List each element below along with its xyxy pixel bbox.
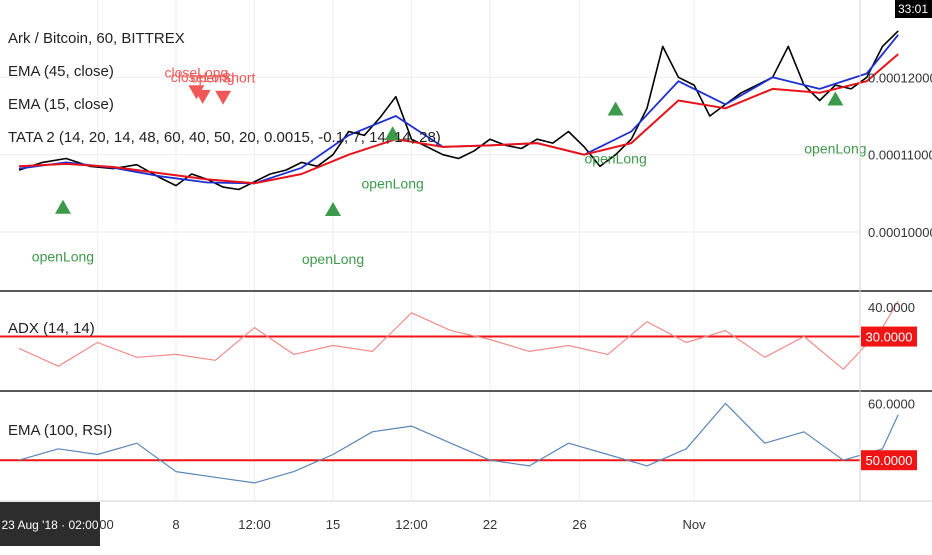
main-legend-entry: EMA (15, close) [8,96,114,113]
signal-label: openLong [302,251,364,267]
price-series-line [18,30,899,191]
main-legend-entry: Ark / Bitcoin, 60, BITTREX [8,30,185,47]
price-axis-tick: 0.00012000 [868,70,932,85]
open-long-marker[interactable] [325,202,341,217]
rsi-axis-tick: 60.0000 [868,396,915,411]
x-axis-tick: 22 [483,517,497,532]
signal-label: closeLong [171,69,235,85]
x-axis-tick: 15 [326,517,340,532]
open-long-marker[interactable] [384,126,401,141]
adx-level-label-box [861,326,917,347]
signal-label: openLong [362,175,424,191]
signal-label: openLong [804,140,866,156]
adx-line [18,300,899,370]
rsi-legend: EMA (100, RSI) [8,422,112,439]
adx-axis-tick: 40.0000 [868,300,915,315]
open-long-marker[interactable] [607,101,624,116]
signal-label: openLong [584,151,646,167]
ema-45-line [18,53,899,185]
clock-badge [895,0,932,18]
ema-15-line [18,34,899,185]
open-long-marker[interactable] [54,199,71,214]
rsi-level-label: 50.0000 [866,453,913,468]
signal-label: openShort [191,70,256,86]
crosshair-time-box [0,502,100,546]
crosshair-time-label: 23 Aug '18 · 02:00 [1,518,98,532]
adx-legend: ADX (14, 14) [8,320,95,337]
adx-level-label: 30.0000 [866,330,913,345]
series-layer [0,30,899,484]
close-signal-marker[interactable] [194,89,211,104]
legend-layer: Ark / Bitcoin, 60, BITTREX EMA (45, close… [8,30,441,439]
grid-lines [0,0,860,500]
main-legend-entry: TATA 2 (14, 20, 14, 48, 60, 40, 50, 20, … [8,129,441,146]
x-axis-tick: Nov [683,517,707,532]
clock-text: 33:01 [898,2,928,16]
price-axis-tick: 0.00010000 [868,225,932,240]
open-long-marker[interactable] [827,91,844,106]
rsi-level-label-box [861,450,917,471]
x-axis-tick: 12:00 [395,517,428,532]
signal-label: openLong [32,249,94,265]
x-axis-tick: 12:00 [238,517,271,532]
signal-label: closeLong [164,64,228,80]
rsi-ema-line [18,402,899,484]
close-signal-marker[interactable] [215,90,232,105]
x-axis-tick: 8 [172,517,179,532]
price-axis-tick: 0.00011000 [868,148,932,163]
main-legend-entry: EMA (45, close) [8,63,114,80]
x-axis-tick: 26 [572,517,586,532]
